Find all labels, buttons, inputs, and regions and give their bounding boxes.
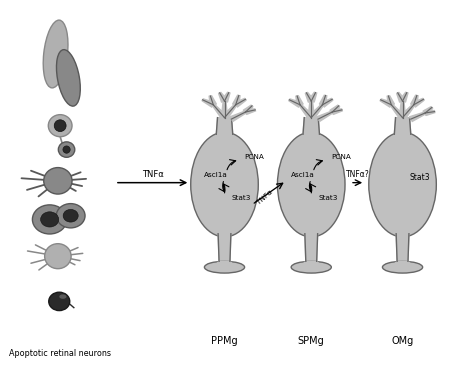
Polygon shape — [392, 261, 412, 266]
Polygon shape — [308, 101, 314, 118]
Polygon shape — [221, 92, 230, 102]
Polygon shape — [308, 92, 317, 102]
Polygon shape — [218, 234, 231, 261]
Ellipse shape — [41, 212, 59, 227]
Polygon shape — [234, 99, 246, 107]
Ellipse shape — [32, 205, 67, 234]
Ellipse shape — [369, 132, 437, 237]
Ellipse shape — [56, 50, 80, 106]
Ellipse shape — [44, 168, 72, 194]
Polygon shape — [212, 104, 227, 119]
Text: SPMg: SPMg — [298, 336, 325, 346]
Ellipse shape — [291, 261, 331, 273]
Text: OMg: OMg — [392, 336, 414, 346]
Polygon shape — [289, 99, 301, 107]
Text: PCNA: PCNA — [331, 154, 351, 160]
Polygon shape — [303, 118, 319, 134]
Polygon shape — [202, 99, 215, 107]
Text: TNFα?: TNFα? — [346, 170, 369, 179]
Polygon shape — [296, 96, 303, 106]
Polygon shape — [305, 93, 314, 102]
Polygon shape — [299, 104, 314, 119]
Ellipse shape — [58, 142, 75, 157]
Polygon shape — [331, 109, 342, 114]
Text: TNFα: TNFα — [142, 170, 164, 179]
Text: Stat3: Stat3 — [232, 196, 251, 201]
Ellipse shape — [191, 132, 258, 237]
Polygon shape — [380, 99, 393, 107]
Ellipse shape — [49, 292, 70, 311]
Polygon shape — [412, 99, 424, 107]
Text: Apoptotic retinal neurons: Apoptotic retinal neurons — [9, 349, 111, 358]
Ellipse shape — [204, 261, 245, 273]
Polygon shape — [222, 104, 237, 119]
Polygon shape — [214, 261, 235, 266]
Polygon shape — [423, 107, 433, 115]
Polygon shape — [305, 234, 318, 261]
Polygon shape — [216, 118, 233, 134]
Ellipse shape — [45, 244, 71, 269]
Ellipse shape — [54, 120, 66, 132]
Polygon shape — [409, 112, 426, 121]
Polygon shape — [390, 104, 405, 119]
Text: PCNA: PCNA — [245, 154, 264, 160]
Polygon shape — [221, 101, 228, 118]
Polygon shape — [425, 110, 435, 115]
Polygon shape — [245, 109, 255, 114]
Text: Ascl1a: Ascl1a — [204, 172, 228, 178]
Ellipse shape — [59, 294, 66, 299]
Polygon shape — [400, 104, 415, 119]
Polygon shape — [396, 234, 409, 261]
Polygon shape — [400, 92, 408, 102]
Polygon shape — [320, 99, 333, 107]
Polygon shape — [319, 95, 327, 106]
Text: PPMg: PPMg — [211, 336, 238, 346]
Ellipse shape — [63, 146, 70, 153]
Text: Stat3: Stat3 — [319, 196, 338, 201]
Ellipse shape — [277, 132, 345, 237]
Polygon shape — [330, 105, 340, 114]
Text: Stat3: Stat3 — [410, 173, 430, 182]
Polygon shape — [233, 95, 240, 106]
Polygon shape — [230, 111, 246, 121]
Polygon shape — [301, 261, 321, 266]
Polygon shape — [394, 118, 411, 134]
Text: Ascl1a: Ascl1a — [291, 172, 315, 178]
Polygon shape — [219, 93, 228, 102]
Text: TNFα: TNFα — [255, 189, 273, 206]
Polygon shape — [397, 93, 405, 102]
Ellipse shape — [43, 20, 68, 88]
Ellipse shape — [56, 204, 85, 228]
Polygon shape — [243, 105, 253, 114]
Ellipse shape — [48, 115, 72, 137]
Polygon shape — [209, 96, 217, 106]
Polygon shape — [410, 95, 418, 106]
Ellipse shape — [63, 209, 78, 222]
Polygon shape — [400, 101, 406, 118]
Polygon shape — [317, 111, 333, 121]
Polygon shape — [387, 96, 394, 106]
Polygon shape — [309, 104, 323, 119]
Ellipse shape — [383, 261, 423, 273]
